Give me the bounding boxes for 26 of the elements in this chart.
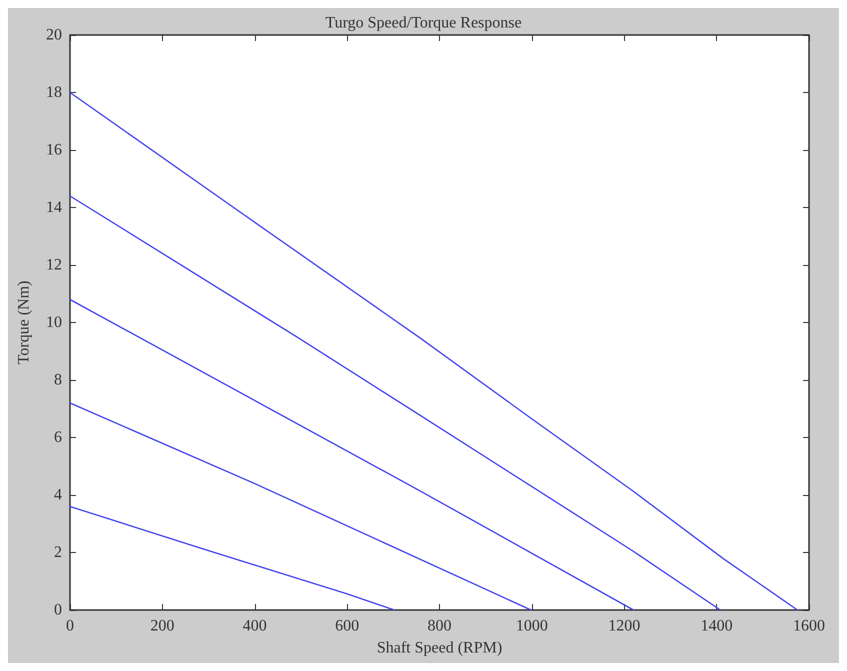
y-tick-label: 8 — [54, 372, 62, 388]
x-tick-label: 200 — [150, 618, 174, 634]
y-tick-label: 4 — [54, 486, 62, 504]
y-tick-label: 20 — [46, 26, 62, 44]
line-series — [69, 92, 798, 611]
y-tick-label: 16 — [46, 142, 62, 158]
x-tick-label: 1200 — [608, 618, 640, 634]
x-tick-label: 1400 — [700, 618, 733, 634]
y-tick-label: 2 — [54, 544, 62, 561]
y-tick-label: 14 — [46, 199, 62, 216]
x-axis-title: Shaft Speed (RPM) — [376, 640, 502, 656]
y-tick-label: 18 — [46, 84, 62, 101]
x-tick-label: 1000 — [516, 618, 548, 634]
chart-title: Turgo Speed/Torque Response — [325, 14, 522, 32]
y-tick-label: 10 — [46, 314, 62, 331]
y-tick-label: 0 — [54, 602, 62, 618]
line-series — [69, 506, 395, 611]
line-series — [69, 195, 721, 611]
x-tick-label: 400 — [242, 618, 267, 634]
x-tick-label: 1600 — [793, 618, 825, 634]
y-tick-label: 6 — [54, 429, 62, 446]
y-axis-title: Torque (Nm) — [16, 280, 32, 364]
x-tick-label: 800 — [428, 618, 452, 634]
y-tick-label: 12 — [46, 256, 62, 274]
x-tick-label: 600 — [335, 618, 360, 634]
x-tick-label: 0 — [66, 618, 74, 634]
